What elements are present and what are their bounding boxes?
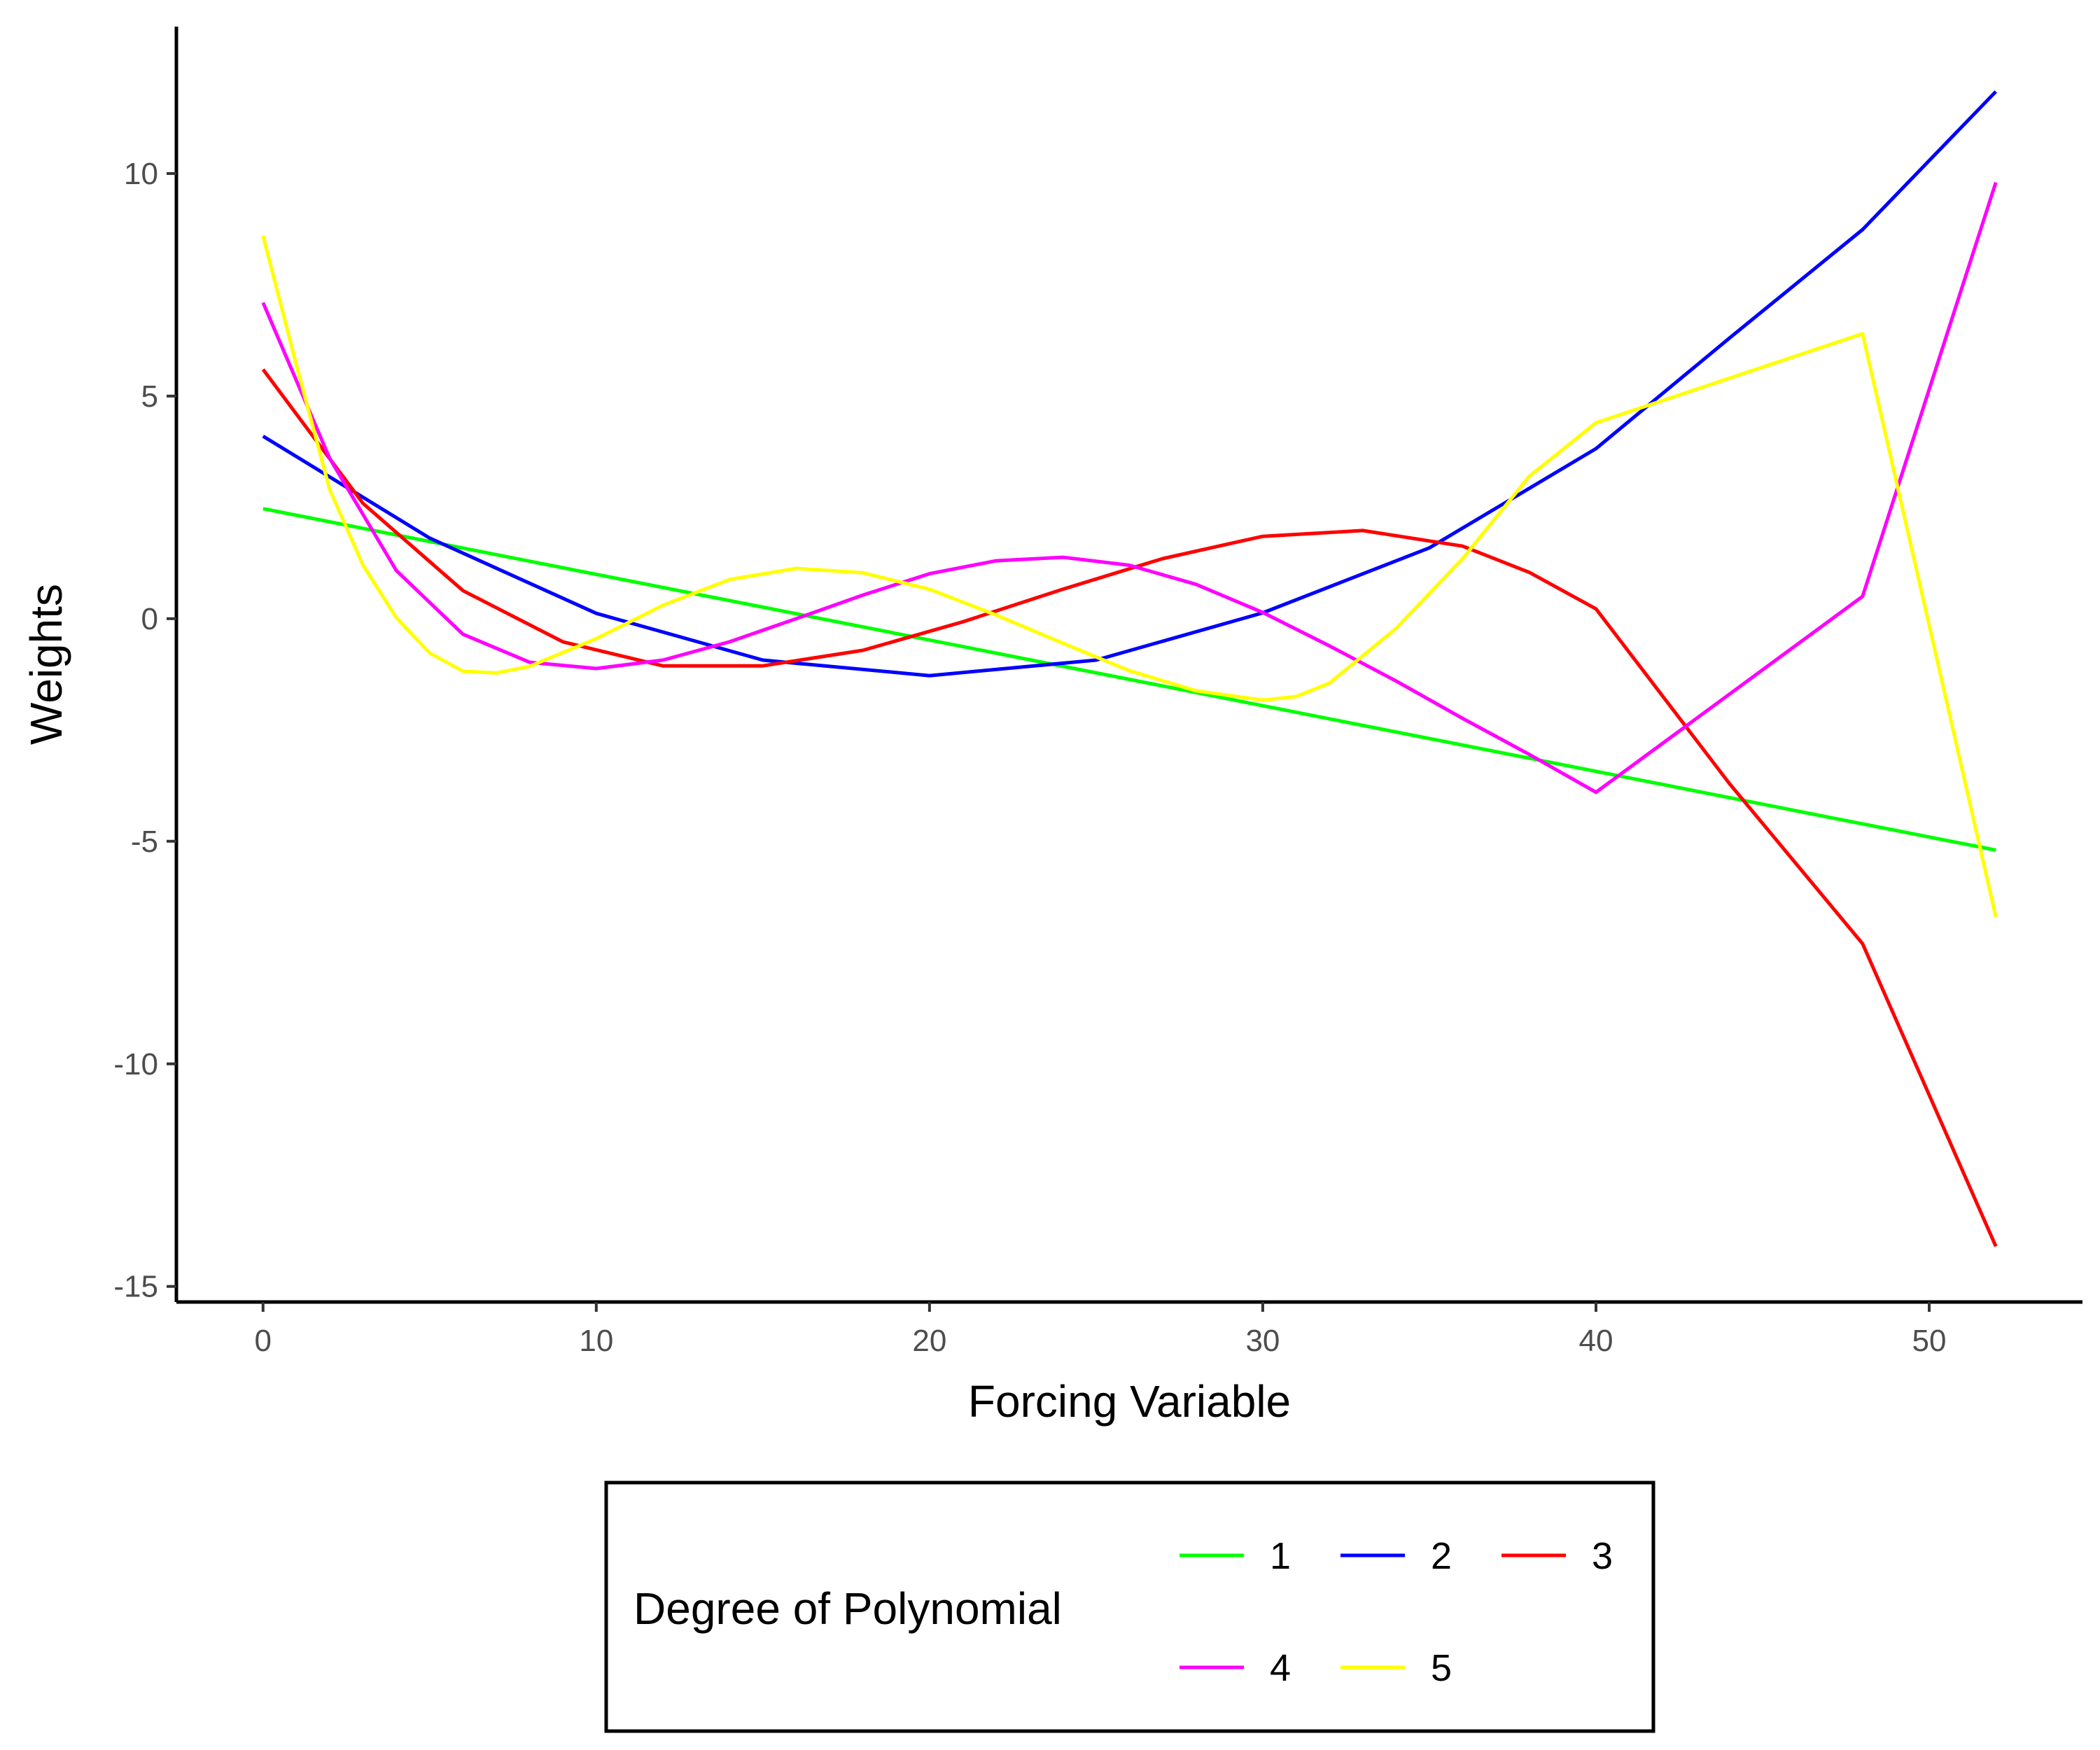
legend-item-2: 2 xyxy=(1340,1535,1452,1577)
series-line-1 xyxy=(262,507,1996,852)
legend: Degree of Polynomial 1 2 3 4 5 xyxy=(604,1480,1656,1733)
legend-box xyxy=(604,1480,1656,1733)
axes: -15 -10 -5 0 5 10 0 10 20 30 40 50 xyxy=(113,27,2082,1358)
x-tick-label: 30 xyxy=(1245,1324,1280,1358)
y-axis-ticks: -15 -10 -5 0 5 10 xyxy=(113,157,176,1304)
x-axis-title: Forcing Variable xyxy=(968,1376,1291,1427)
series-line-4 xyxy=(261,181,1998,794)
legend-items: 1 2 3 4 5 xyxy=(1180,1535,1613,1689)
y-axis-title: Weights xyxy=(21,584,71,745)
legend-item-1: 1 xyxy=(1180,1535,1291,1577)
legend-label-4: 4 xyxy=(1270,1647,1291,1689)
x-tick-label: 0 xyxy=(255,1324,272,1358)
x-tick-label: 10 xyxy=(579,1324,613,1358)
y-tick-label: -15 xyxy=(113,1270,158,1304)
legend-item-5: 5 xyxy=(1340,1647,1452,1689)
series-line-5 xyxy=(261,235,1998,918)
x-tick-label: 40 xyxy=(1578,1324,1613,1358)
y-tick-label: 10 xyxy=(124,157,158,191)
y-tick-label: 0 xyxy=(141,602,158,636)
plot-area xyxy=(261,90,1998,1247)
series-line-2 xyxy=(262,90,1997,678)
x-axis-ticks: 0 10 20 30 40 50 xyxy=(255,1302,1947,1358)
legend-item-3: 3 xyxy=(1502,1535,1613,1577)
legend-label-5: 5 xyxy=(1431,1647,1452,1689)
legend-title: Degree of Polynomial xyxy=(634,1583,1062,1634)
y-tick-label: -10 xyxy=(113,1047,158,1082)
series-line-3 xyxy=(261,368,1998,1247)
x-tick-label: 50 xyxy=(1912,1324,1947,1358)
legend-label-3: 3 xyxy=(1592,1535,1613,1577)
legend-item-4: 4 xyxy=(1180,1647,1291,1689)
legend-label-2: 2 xyxy=(1431,1535,1452,1577)
y-tick-label: 5 xyxy=(141,379,158,414)
legend-label-1: 1 xyxy=(1270,1535,1291,1577)
x-tick-label: 20 xyxy=(912,1324,946,1358)
y-tick-label: -5 xyxy=(131,825,158,859)
series-lines xyxy=(261,90,1998,1247)
